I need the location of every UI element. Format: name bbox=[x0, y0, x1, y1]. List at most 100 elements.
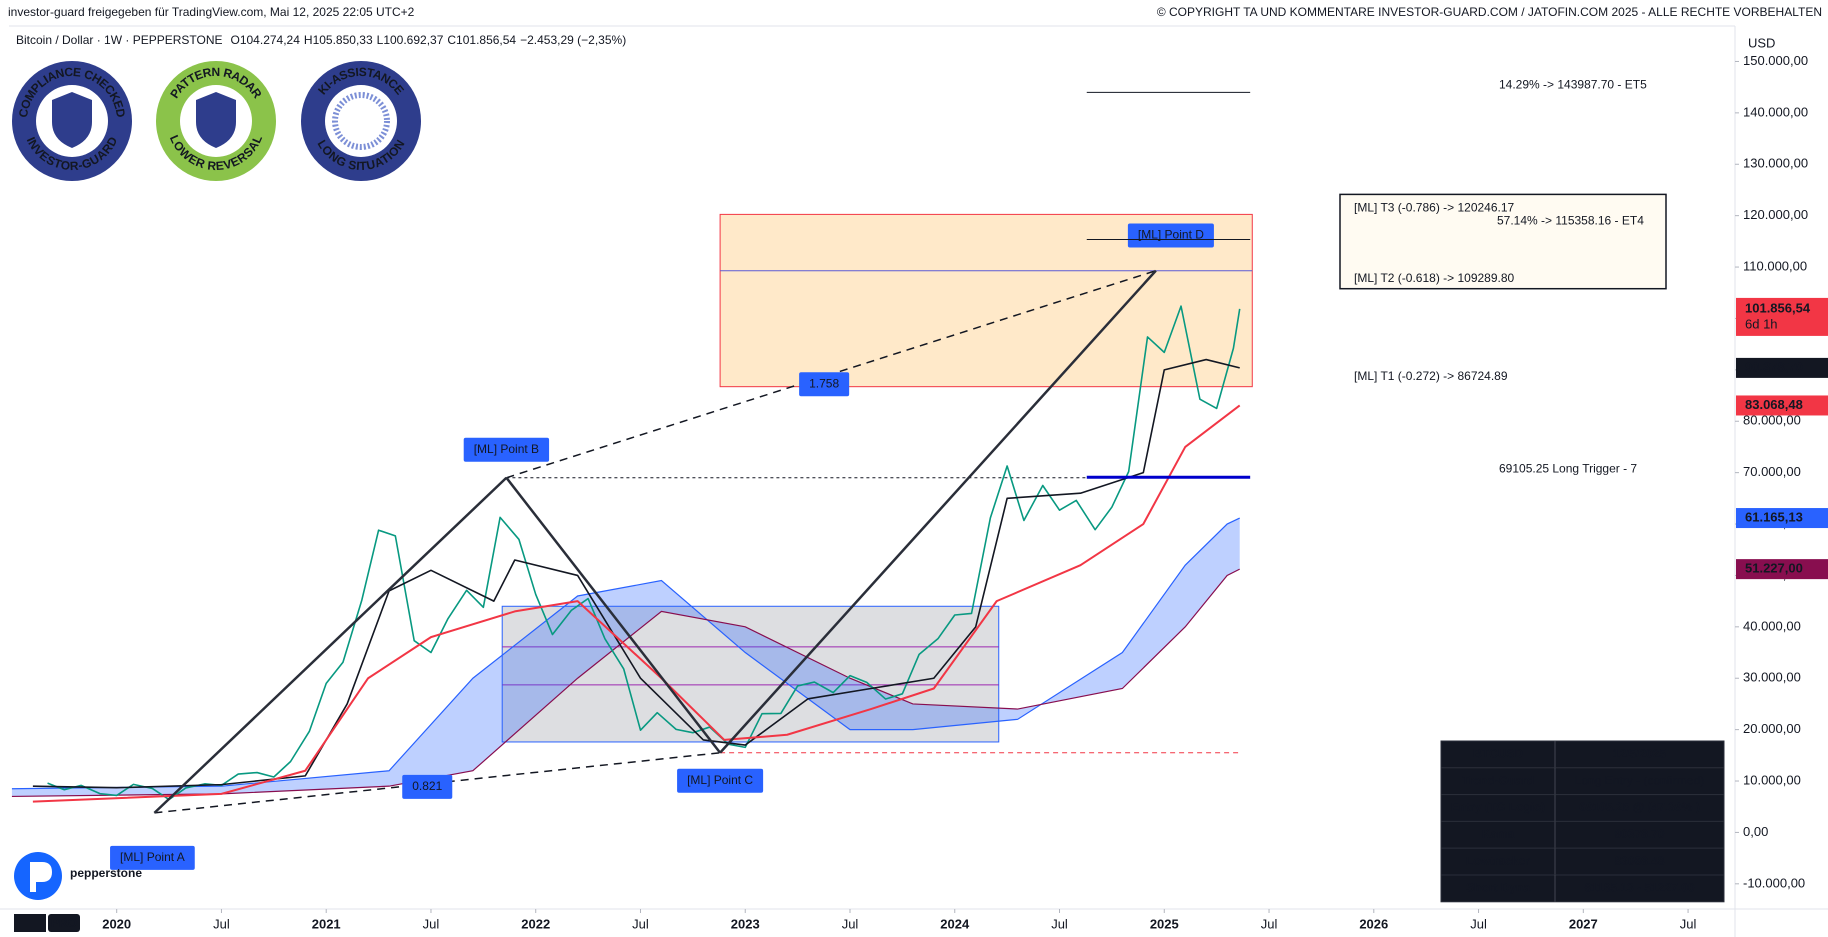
tv-plan: PRO bbox=[51, 916, 77, 930]
seal: KI-ASSISTANCE LONG SITUATION bbox=[301, 61, 421, 181]
pattern-label-box bbox=[677, 768, 764, 793]
pattern-leg bbox=[719, 269, 1157, 754]
x-tick-label: 2023 bbox=[731, 916, 760, 931]
y-tick-label: 20.000,00 bbox=[1743, 721, 1801, 736]
target-info-box bbox=[1339, 193, 1667, 290]
level-label: 57.14% -> 115358.16 - ET4 bbox=[1497, 214, 1644, 228]
price-badge-label: 101.856,54 bbox=[1745, 300, 1811, 315]
x-tick-label: 2022 bbox=[521, 916, 550, 931]
table-row bbox=[1440, 794, 1725, 822]
broker-icon-p bbox=[30, 862, 52, 892]
header-copyright: © COPYRIGHT TA UND KOMMENTARE INVESTOR-G… bbox=[1157, 5, 1822, 19]
currency: USD bbox=[1748, 35, 1775, 50]
seal: COMPLIANCE CHECKED INVESTOR-GUARD bbox=[12, 61, 132, 181]
ohlc-value: O104.274,24 bbox=[231, 33, 301, 47]
table-cell: 90378.70 bbox=[1614, 827, 1664, 841]
series-line bbox=[32, 404, 1241, 803]
tv-plan-box bbox=[48, 914, 80, 932]
pattern-label: [ML] Point A bbox=[120, 850, 185, 864]
x-tick-label: Jul bbox=[1261, 916, 1278, 931]
pattern-label-box bbox=[402, 774, 453, 799]
ohlc-value: C101.856,54 bbox=[447, 33, 516, 47]
x-tick-label: 2027 bbox=[1569, 916, 1598, 931]
pattern-label: 1.758 bbox=[809, 376, 839, 390]
y-tick-label: 120.000,00 bbox=[1743, 207, 1808, 222]
seal: PATTERN RADAR LOWER REVERSAL bbox=[156, 61, 276, 181]
price-badge-sub: 6d 1h bbox=[1745, 316, 1778, 331]
y-tick-label: 80.000,00 bbox=[1743, 413, 1801, 428]
table-row bbox=[1440, 874, 1725, 903]
price-badge bbox=[1736, 559, 1828, 580]
table-cell: Long Entry - (confirmed) bbox=[1575, 773, 1704, 787]
x-tick-label: Jul bbox=[1470, 916, 1487, 931]
plot-area: [ML] Point A [ML] Point B [ML] Point C [ML]… bbox=[11, 78, 1667, 870]
y-tick-label: -10.000,00 bbox=[1743, 875, 1805, 890]
pattern-leg bbox=[153, 476, 508, 814]
table-cell: Entry (TG Logic) bbox=[1451, 800, 1545, 814]
table-cell: 69105.25 @ (47.39% ) bbox=[1579, 800, 1699, 814]
y-tick-label: 70.000,00 bbox=[1743, 464, 1801, 479]
table-cell: 12/5/2025 bbox=[1613, 747, 1667, 761]
table-cell: Short Dyna bbox=[1466, 881, 1530, 895]
y-tick-label: 30.000,00 bbox=[1743, 670, 1801, 685]
pattern-label: [ML] Point D bbox=[1138, 228, 1204, 242]
price-badge-label: 83.068,48 bbox=[1745, 397, 1803, 412]
x-tick-label: Jul bbox=[632, 916, 649, 931]
target-label: [ML] T2 (-0.618) -> 109289.80 bbox=[1354, 271, 1515, 285]
table-cell: BTCUSD bbox=[1473, 747, 1523, 761]
table-cell: Trend-Guard bbox=[1462, 773, 1534, 787]
pattern-label: 0.821 bbox=[412, 779, 442, 793]
broker-name: pepperstone bbox=[70, 866, 142, 880]
x-tick-label: Jul bbox=[213, 916, 230, 931]
ohlc-value: H105.850,33 bbox=[304, 33, 373, 47]
level-label: 69105.25 Long Trigger - 7 bbox=[1499, 461, 1637, 475]
table-cell: 83068.48 bbox=[1614, 854, 1664, 868]
symbol-line: Bitcoin / Dollar · 1W · PEPPERSTONE O104… bbox=[16, 33, 626, 47]
target-label: [ML] T1 (-0.272) -> 86724.89 bbox=[1354, 369, 1508, 383]
cloud-edge bbox=[11, 517, 1240, 790]
x-tick-label: Jul bbox=[1051, 916, 1068, 931]
pattern-leg bbox=[505, 477, 722, 754]
y-tick-label: 10.000,00 bbox=[1743, 772, 1801, 787]
tv-mark bbox=[14, 914, 46, 932]
table-row bbox=[1440, 820, 1725, 849]
table-row bbox=[1440, 740, 1725, 769]
pattern-label: [ML] Point C bbox=[687, 773, 753, 787]
x-tick-label: Jul bbox=[423, 916, 440, 931]
cloud-area bbox=[11, 518, 1240, 797]
tv-logo: PRO bbox=[14, 914, 80, 932]
y-tick-label: 110.000,00 bbox=[1743, 258, 1807, 273]
price-badge bbox=[1736, 508, 1828, 529]
x-tick-label: 2021 bbox=[312, 916, 341, 931]
symbol: Bitcoin / Dollar · 1W · PEPPERSTONE bbox=[16, 33, 223, 47]
price-badge-label: 61.165,13 bbox=[1745, 509, 1803, 524]
pattern-label-box bbox=[110, 845, 195, 870]
price-badge-label: 90.378,70 bbox=[1745, 359, 1803, 374]
seal-globe bbox=[332, 92, 390, 150]
level-label: 14.29% -> 143987.70 - ET5 bbox=[1499, 78, 1647, 92]
x-tick-label: Jul bbox=[842, 916, 859, 931]
x-tick-label: 2025 bbox=[1150, 916, 1179, 931]
x-tick-label: Jul bbox=[1680, 916, 1697, 931]
price-badge-label: 51.227,00 bbox=[1745, 561, 1803, 576]
price-badge bbox=[1736, 395, 1828, 416]
table-cell: 61165.13 - 51227.00 bbox=[1584, 881, 1694, 895]
y-tick-label: 130.000,00 bbox=[1743, 156, 1808, 171]
seal-shield bbox=[52, 92, 92, 148]
y-tick-label: 140.000,00 bbox=[1743, 104, 1808, 119]
pattern-label-box bbox=[1127, 223, 1214, 248]
broker-logo: pepperstone bbox=[14, 852, 142, 900]
table-cell: Kama bbox=[1482, 827, 1515, 841]
series-line bbox=[47, 305, 1241, 801]
ohlc-value: L100.692,37 bbox=[377, 33, 444, 47]
target-label: [ML] T3 (-0.786) -> 120246.17 bbox=[1354, 201, 1515, 215]
x-tick-label: 2024 bbox=[940, 916, 970, 931]
header-source: investor-guard freigegeben für TradingVi… bbox=[8, 5, 415, 19]
table-cell: Lowtracker bbox=[1466, 854, 1530, 868]
price-badge bbox=[1736, 357, 1828, 378]
x-tick-label: 2026 bbox=[1359, 916, 1388, 931]
y-tick-label: 40.000,00 bbox=[1743, 618, 1801, 633]
y-tick-label: 150.000,00 bbox=[1743, 53, 1808, 68]
